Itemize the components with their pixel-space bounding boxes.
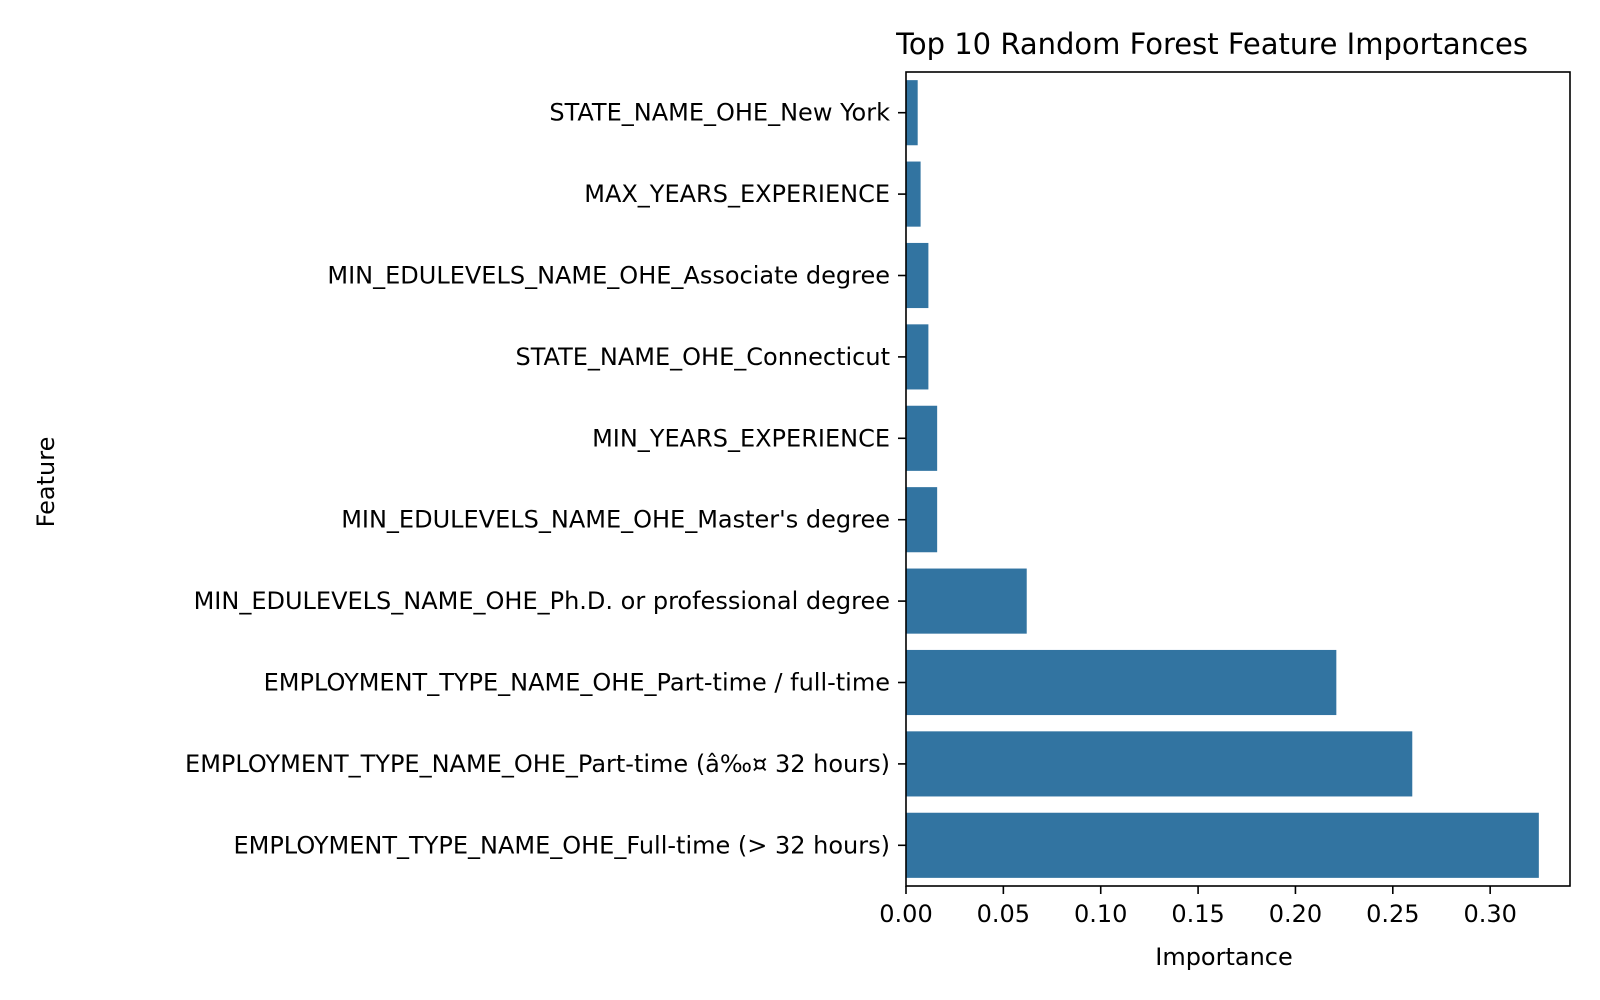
y-tick-label: MIN_EDULEVELS_NAME_OHE_Associate degree xyxy=(327,262,890,290)
x-axis: 0.00 0.05 0.10 0.15 0.20 0.25 0.30 xyxy=(879,886,1517,928)
y-tick-label: MAX_YEARS_EXPERIENCE xyxy=(584,180,890,208)
y-axis: STATE_NAME_OHE_New York MAX_YEARS_EXPERIE… xyxy=(185,99,906,859)
chart-title: Top 10 Random Forest Feature Importances xyxy=(895,27,1528,61)
bar xyxy=(906,568,1027,634)
y-tick-label: EMPLOYMENT_TYPE_NAME_OHE_Full-time (> 32… xyxy=(233,831,890,859)
x-tick-label: 0.05 xyxy=(977,900,1030,928)
x-tick-label: 0.25 xyxy=(1366,900,1419,928)
y-axis-title: Feature xyxy=(32,437,60,528)
x-tick-label: 0.15 xyxy=(1171,900,1224,928)
bar xyxy=(906,812,1539,878)
x-tick-label: 0.00 xyxy=(879,900,932,928)
x-tick-label: 0.30 xyxy=(1463,900,1516,928)
bar xyxy=(906,324,929,390)
bar xyxy=(906,80,918,146)
y-tick-label: EMPLOYMENT_TYPE_NAME_OHE_Part-time / ful… xyxy=(264,669,890,697)
plot-frame xyxy=(905,71,1571,887)
y-tick-label: MIN_EDULEVELS_NAME_OHE_Ph.D. or professi… xyxy=(194,587,890,615)
y-tick-label: STATE_NAME_OHE_Connecticut xyxy=(516,343,890,371)
bar xyxy=(906,487,938,553)
y-tick-label: MIN_EDULEVELS_NAME_OHE_Master's degree xyxy=(341,506,890,534)
x-tick-label: 0.20 xyxy=(1269,900,1322,928)
bar xyxy=(906,405,938,471)
x-tick-label: 0.10 xyxy=(1074,900,1127,928)
y-tick-label: STATE_NAME_OHE_New York xyxy=(549,99,890,127)
bar xyxy=(906,649,1337,716)
y-tick-label: MIN_YEARS_EXPERIENCE xyxy=(592,424,890,452)
bar xyxy=(906,242,929,309)
bar xyxy=(906,731,1413,797)
bars-group xyxy=(906,80,1539,878)
x-axis-title: Importance xyxy=(1155,943,1293,971)
bar xyxy=(906,161,921,227)
y-tick-label: EMPLOYMENT_TYPE_NAME_OHE_Part-time (â‰¤ … xyxy=(185,750,890,778)
